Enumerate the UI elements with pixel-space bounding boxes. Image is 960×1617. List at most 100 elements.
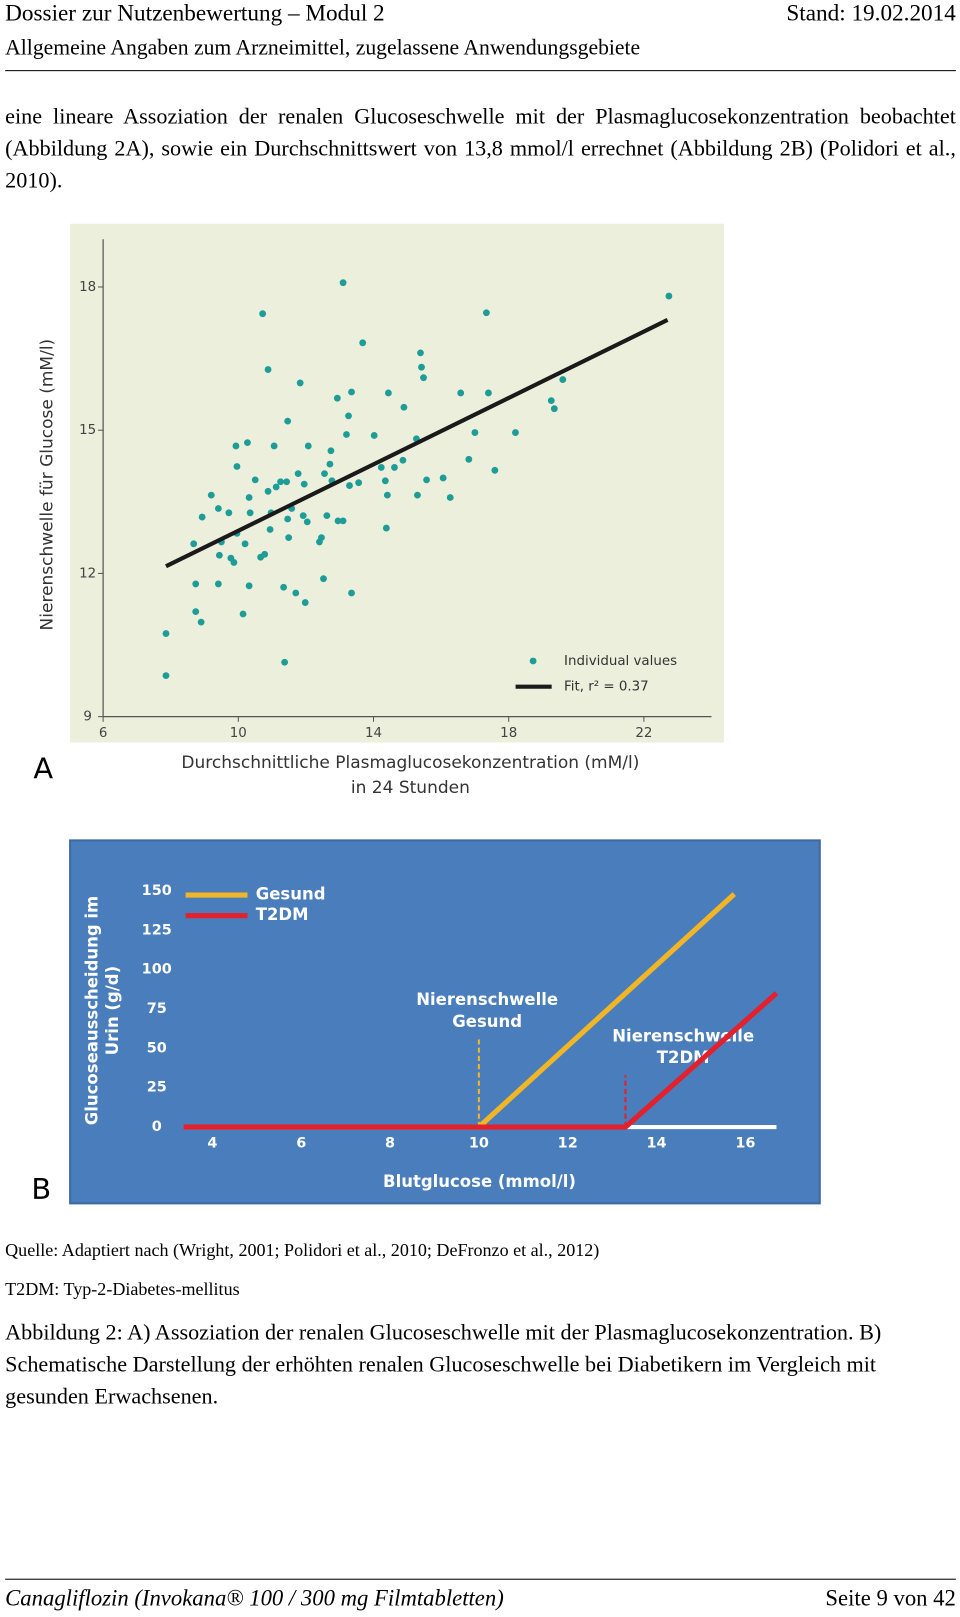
point bbox=[439, 474, 447, 482]
point bbox=[348, 589, 355, 597]
point bbox=[232, 442, 240, 450]
y-tick-label: 150 bbox=[142, 883, 172, 899]
point bbox=[399, 456, 407, 464]
point bbox=[300, 480, 308, 488]
point bbox=[241, 540, 249, 548]
annotation: Nierenschwelle bbox=[416, 990, 558, 1009]
x-tick-label: 14 bbox=[647, 1136, 667, 1152]
footer-page: Seite 9 von 42 bbox=[825, 1584, 956, 1611]
point bbox=[207, 491, 215, 499]
point bbox=[400, 403, 408, 411]
point bbox=[384, 389, 392, 397]
point bbox=[162, 630, 170, 637]
y-tick-label: 0 bbox=[152, 1119, 162, 1135]
point bbox=[192, 608, 200, 616]
header-title: Dossier zur Nutzenbewertung – Modul 2 bbox=[5, 0, 385, 26]
point bbox=[283, 478, 291, 486]
point bbox=[245, 582, 253, 590]
point bbox=[244, 439, 251, 447]
point bbox=[299, 512, 307, 520]
point bbox=[345, 412, 352, 420]
point bbox=[301, 599, 309, 606]
point bbox=[326, 460, 334, 468]
point bbox=[190, 540, 198, 548]
legend-label: T2DM bbox=[256, 905, 309, 924]
point bbox=[292, 589, 300, 597]
point bbox=[359, 339, 367, 347]
point bbox=[381, 477, 389, 485]
source: Quelle: Adaptiert nach (Wright, 2001; Po… bbox=[5, 1239, 600, 1261]
y-axis-title: Nierenschwelle für Glucose (mM/l) bbox=[37, 339, 57, 631]
point bbox=[264, 366, 272, 373]
x-tick-label: 4 bbox=[207, 1136, 217, 1152]
point bbox=[280, 583, 288, 591]
point bbox=[251, 476, 259, 484]
point bbox=[270, 442, 278, 450]
x-tick-label: 18 bbox=[500, 726, 517, 741]
point bbox=[547, 397, 555, 404]
point bbox=[294, 470, 302, 478]
y-tick-label: 15 bbox=[79, 423, 96, 438]
y-tick-label: 25 bbox=[147, 1080, 167, 1096]
x-tick-label: 8 bbox=[385, 1136, 395, 1152]
point bbox=[320, 575, 327, 583]
panel-b-background bbox=[69, 839, 821, 1205]
point bbox=[382, 524, 390, 532]
point bbox=[321, 470, 328, 478]
point bbox=[346, 482, 353, 489]
point bbox=[339, 279, 347, 287]
x-axis-title: Blutglucose (mmol/l) bbox=[383, 1172, 576, 1191]
y-axis-title: Urin (g/d) bbox=[103, 966, 122, 1055]
point bbox=[334, 517, 342, 525]
point bbox=[272, 483, 280, 491]
point bbox=[284, 515, 292, 523]
point bbox=[214, 580, 222, 588]
point bbox=[285, 534, 293, 542]
legend-marker bbox=[529, 657, 537, 665]
point bbox=[491, 466, 499, 474]
annotation: Nierenschwelle bbox=[612, 1026, 754, 1045]
point bbox=[348, 388, 355, 396]
point bbox=[259, 310, 267, 318]
series-line bbox=[165, 318, 669, 569]
point bbox=[304, 442, 312, 450]
point bbox=[215, 551, 223, 559]
y-tick-label: 18 bbox=[79, 280, 96, 295]
point bbox=[296, 379, 304, 387]
y-tick-label: 100 bbox=[142, 962, 172, 978]
x-tick-label: 6 bbox=[99, 726, 108, 741]
point bbox=[485, 389, 492, 397]
legend-label: Individual values bbox=[564, 654, 677, 669]
panel-label: B bbox=[31, 1172, 51, 1206]
point bbox=[446, 494, 454, 501]
y-tick-label: 12 bbox=[79, 566, 96, 581]
paragraph: eine lineare Assoziation der renalen Glu… bbox=[5, 104, 956, 193]
panel-a-background bbox=[70, 223, 724, 743]
point bbox=[418, 363, 425, 371]
point bbox=[277, 478, 284, 486]
x-tick-label: 14 bbox=[365, 726, 382, 741]
x-tick-label: 6 bbox=[296, 1136, 306, 1152]
point bbox=[239, 610, 247, 618]
point bbox=[225, 509, 233, 517]
x-tick-label: 10 bbox=[230, 726, 247, 741]
point bbox=[665, 292, 673, 300]
point bbox=[355, 479, 363, 487]
footer-product: Canagliflozin (Invokana® 100 / 300 mg Fi… bbox=[5, 1584, 504, 1611]
point bbox=[482, 309, 490, 317]
point bbox=[414, 491, 421, 499]
point bbox=[343, 431, 350, 438]
point bbox=[417, 349, 424, 357]
point bbox=[333, 394, 341, 402]
legend-label: Fit, r² = 0.37 bbox=[564, 680, 649, 695]
point bbox=[197, 618, 205, 626]
x-tick-label: 22 bbox=[635, 726, 652, 741]
y-tick-label: 75 bbox=[147, 1001, 167, 1017]
header-subtitle: Allgemeine Angaben zum Arzneimittel, zug… bbox=[5, 35, 641, 60]
point bbox=[391, 464, 398, 471]
point bbox=[214, 505, 222, 512]
point bbox=[198, 513, 206, 521]
point bbox=[261, 550, 269, 558]
panel-label: A bbox=[33, 751, 53, 785]
point bbox=[162, 672, 170, 679]
